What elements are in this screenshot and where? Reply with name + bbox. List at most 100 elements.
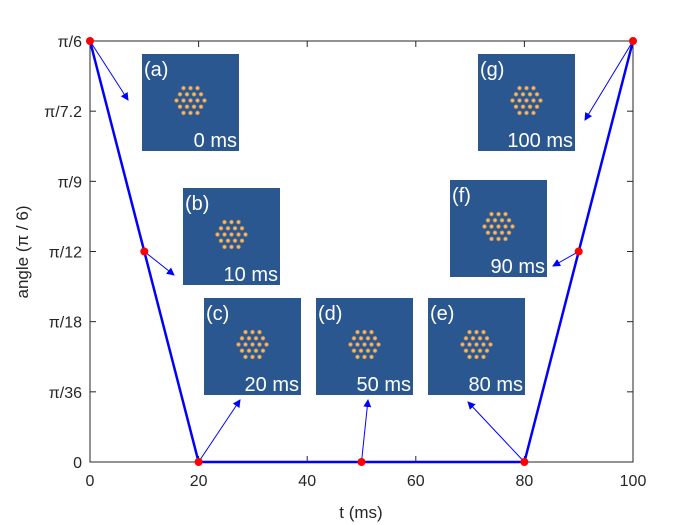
inset-spot — [228, 231, 235, 238]
inset-spot — [495, 211, 502, 217]
inset-e: (e) 80 ms — [428, 298, 525, 396]
inset-spot — [242, 354, 249, 360]
inset-spot — [495, 236, 502, 242]
inset-spot — [225, 225, 231, 231]
inset-spot — [516, 97, 523, 104]
inset-time: 80 ms — [469, 374, 523, 396]
inset-spot — [459, 341, 466, 348]
inset-spot — [361, 329, 368, 335]
insets: (a)0 ms(b)10 ms(c)20 ms(d)50 ms(e)80 ms(… — [142, 54, 575, 396]
inset-spot — [523, 97, 530, 104]
inset-spot — [523, 110, 530, 116]
inset-spot — [177, 104, 183, 110]
inset-spot — [260, 335, 266, 341]
y-tick-label-0: 0 — [73, 455, 82, 472]
inset-d: (d) 50 ms — [316, 298, 413, 396]
y-tick-label-2: π/18 — [49, 315, 82, 332]
inset-spot — [184, 104, 190, 110]
inset-spot — [485, 217, 491, 223]
marker-6 — [629, 37, 637, 45]
inset-letter: (c) — [206, 303, 229, 325]
inset-spot — [368, 341, 375, 348]
inset-spot — [173, 97, 180, 104]
inset-spot — [480, 341, 487, 348]
inset-spot — [480, 354, 487, 360]
inset-spot — [516, 85, 523, 91]
inset-spot — [506, 230, 512, 236]
inset-spot — [372, 335, 378, 341]
inset-spot — [184, 91, 190, 97]
inset-spot — [492, 217, 498, 223]
inset-spot — [253, 348, 259, 354]
inset-spot — [218, 238, 224, 244]
inset-letter: (f) — [452, 185, 471, 207]
inset-c: (c) 20 ms — [204, 298, 301, 396]
inset-spot — [513, 104, 519, 110]
inset-spot — [191, 104, 197, 110]
marker-0 — [86, 37, 94, 45]
inset-spot — [502, 236, 509, 242]
inset-time: 0 ms — [194, 130, 237, 152]
inset-spot — [235, 231, 242, 238]
inset-spot — [470, 335, 476, 341]
inset-spot — [466, 341, 473, 348]
inset-spot — [368, 354, 375, 360]
inset-spot — [509, 223, 516, 230]
x-axis-label: t (ms) — [339, 503, 382, 522]
inset-spot — [242, 341, 249, 348]
x-tick-label-4: 80 — [516, 473, 534, 490]
inset-spot — [502, 211, 509, 217]
marker-1 — [140, 247, 149, 256]
inset-spot — [470, 348, 476, 354]
x-tick-label-0: 0 — [86, 473, 95, 490]
inset-spot — [354, 341, 361, 348]
inset-spot — [513, 91, 519, 97]
inset-spot — [527, 104, 533, 110]
inset-letter: (b) — [185, 193, 209, 215]
inset-spot — [481, 223, 488, 230]
inset-spot — [235, 219, 242, 225]
inset-spot — [488, 223, 495, 230]
inset-spot — [354, 354, 361, 360]
inset-spot — [534, 104, 540, 110]
inset-spot — [214, 231, 221, 238]
inset-spot — [537, 97, 544, 104]
inset-spot — [480, 329, 487, 335]
inset-spot — [530, 85, 537, 91]
inset-spot — [473, 341, 480, 348]
markers-layer — [86, 37, 637, 466]
inset-letter: (e) — [430, 303, 454, 325]
inset-spot — [191, 91, 197, 97]
inset-spot — [242, 329, 249, 335]
y-tick-label-1: π/36 — [49, 385, 82, 402]
inset-g: (g) 100 ms — [478, 54, 575, 152]
inset-spot — [530, 97, 537, 104]
inset-spot — [187, 97, 194, 104]
inset-spot — [477, 348, 483, 354]
y-tick-label-5: π/7.2 — [44, 104, 82, 121]
arrow-d — [361, 399, 372, 463]
inset-spot — [534, 91, 540, 97]
inset-spot — [249, 329, 256, 335]
inset-time: 20 ms — [245, 374, 299, 396]
inset-spot — [232, 225, 238, 231]
inset-spot — [530, 110, 537, 116]
inset-spot — [221, 219, 228, 225]
arrows — [89, 40, 634, 463]
inset-spot — [180, 97, 187, 104]
inset-spot — [246, 335, 252, 341]
inset-spot — [177, 91, 183, 97]
inset-spot — [492, 230, 498, 236]
inset-spot — [228, 219, 235, 225]
inset-spot — [180, 110, 187, 116]
inset-spot — [463, 335, 469, 341]
inset-spot — [520, 91, 526, 97]
inset-spot — [235, 244, 242, 250]
y-tick-label-4: π/9 — [58, 174, 82, 191]
inset-f: (f) 90 ms — [450, 180, 547, 278]
inset-spot — [466, 354, 473, 360]
inset-spot — [477, 335, 483, 341]
inset-spot — [253, 335, 259, 341]
inset-spot — [487, 341, 494, 348]
